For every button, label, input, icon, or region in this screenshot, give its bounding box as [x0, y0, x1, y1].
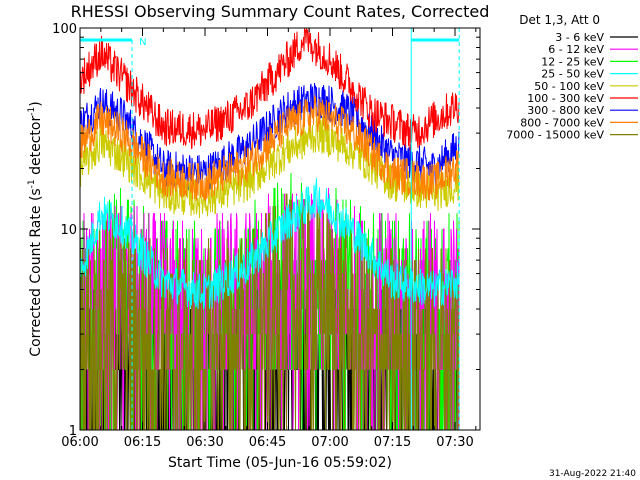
legend-title: Det 1,3, Att 0	[519, 13, 600, 27]
legend-label: 3 - 6 keV	[555, 31, 604, 44]
plot-area	[79, 27, 460, 431]
x-tick-label: 06:00	[61, 435, 98, 450]
axes: 1 10 100 06:00 06:15 06:30 06:45 07:00 07:15 07:3…	[52, 22, 480, 450]
x-tick-label: 06:30	[186, 435, 223, 450]
legend-label: 12 - 25 keV	[541, 55, 604, 68]
legend-label: 300 - 800 keV	[527, 104, 604, 117]
series-line-7	[79, 95, 460, 202]
x-tick-label: 07:00	[311, 435, 348, 450]
legend-label: 800 - 7000 keV	[520, 116, 604, 129]
legend-label: 7000 - 15000 keV	[506, 129, 604, 142]
series-line-4	[79, 114, 460, 219]
series-line-3	[79, 178, 460, 310]
y-tick-label: 10	[60, 223, 77, 238]
legend-label: 100 - 300 keV	[527, 92, 604, 105]
x-axis-label: Start Time (05-Jun-16 05:59:02)	[168, 455, 392, 471]
series-line-5	[79, 27, 460, 151]
x-tick-label: 07:30	[436, 435, 473, 450]
y-tick-label: 100	[52, 22, 77, 37]
footer-date: 31-Aug-2022 21:40	[549, 469, 636, 479]
x-tick-label: 06:15	[124, 435, 161, 450]
y-axis-label: Corrected Count Rate (s-1 detector-1)	[27, 101, 44, 356]
x-tick-label: 07:15	[374, 435, 411, 450]
legend-label: 6 - 12 keV	[548, 43, 604, 56]
legend-label: 50 - 100 keV	[534, 80, 604, 93]
chart-title: RHESSI Observing Summary Count Rates, Co…	[71, 2, 490, 21]
night-marker-label: N	[139, 37, 146, 48]
legend-label: 25 - 50 keV	[541, 68, 604, 81]
series-line-8	[79, 193, 460, 431]
y-tick-label: 1	[69, 424, 77, 439]
x-tick-label: 06:45	[249, 435, 286, 450]
orbit-markers: N	[80, 28, 460, 430]
